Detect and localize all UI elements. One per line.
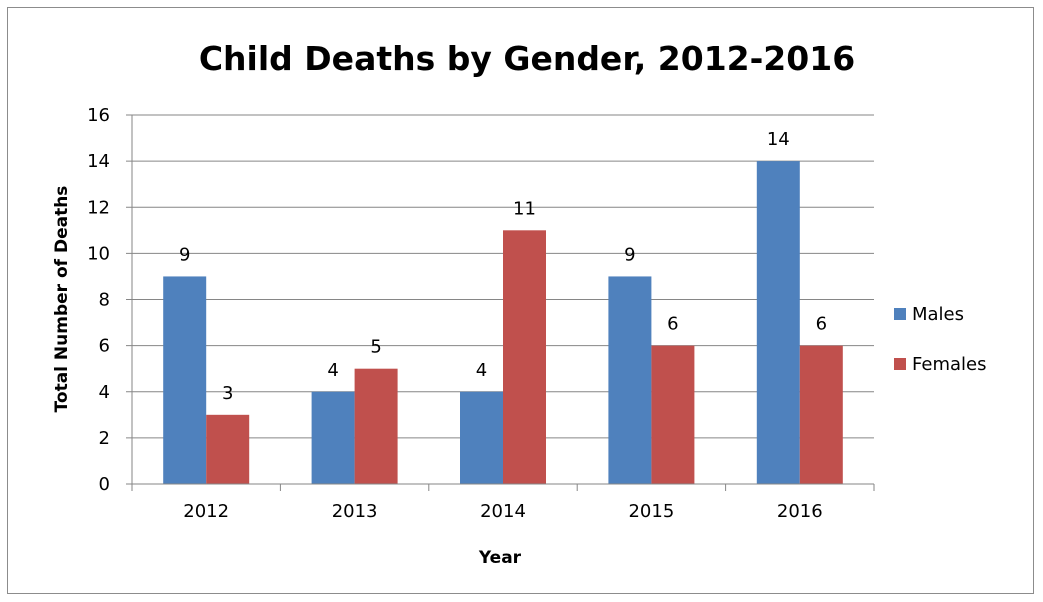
bar-females-2013	[354, 368, 398, 484]
bar-males-2013	[311, 391, 355, 484]
bar-females-2016	[799, 345, 843, 484]
y-tick-label: 4	[99, 382, 110, 403]
bar-females-2014	[503, 230, 546, 484]
axes	[126, 114, 875, 491]
data-label: 3	[222, 383, 233, 404]
x-tick-label: 2012	[183, 501, 229, 522]
data-label: 5	[370, 337, 381, 358]
legend-swatch-females	[894, 358, 906, 370]
y-tick-label: 6	[99, 336, 110, 357]
data-labels: 9 3 4 5 4 11 9 6 14 6	[179, 129, 827, 404]
data-label: 4	[476, 360, 487, 381]
bar-males-2014	[460, 391, 503, 484]
x-tick-labels: 2012 2013 2014 2015 2016	[183, 501, 822, 522]
legend-swatch-males	[894, 308, 906, 320]
data-label: 14	[767, 129, 790, 150]
x-tick-label: 2013	[332, 501, 378, 522]
y-tick-label: 10	[87, 243, 110, 264]
data-label: 9	[179, 244, 190, 265]
y-tick-label: 8	[99, 290, 110, 311]
x-tick-label: 2014	[480, 501, 526, 522]
y-tick-label: 14	[87, 151, 110, 172]
x-tick-label: 2016	[777, 501, 823, 522]
bar-females-2012	[206, 414, 250, 484]
x-tick-label: 2015	[628, 501, 674, 522]
y-tick-label: 0	[99, 474, 110, 495]
bar-males-2015	[608, 276, 652, 484]
chart-title: Child Deaths by Gender, 2012-2016	[199, 39, 855, 78]
x-axis-title: Year	[478, 548, 522, 568]
bar-males-2012	[163, 276, 207, 484]
bar-males-2016	[756, 161, 800, 484]
y-axis-title: Total Number of Deaths	[52, 186, 72, 413]
legend-label-males: Males	[912, 304, 964, 325]
y-tick-labels: 0 2 4 6 8 10 12 14 16	[87, 105, 110, 495]
data-label: 11	[513, 198, 536, 219]
bars	[163, 161, 843, 484]
data-label: 4	[327, 360, 338, 381]
data-label: 6	[816, 314, 827, 335]
y-tick-label: 2	[99, 428, 110, 449]
y-tick-label: 16	[87, 105, 110, 126]
data-label: 9	[624, 244, 635, 265]
data-label: 6	[667, 314, 678, 335]
bar-females-2015	[651, 345, 695, 484]
y-tick-label: 12	[87, 197, 110, 218]
legend-label-females: Females	[912, 354, 986, 375]
legend: Males Females	[894, 304, 986, 375]
